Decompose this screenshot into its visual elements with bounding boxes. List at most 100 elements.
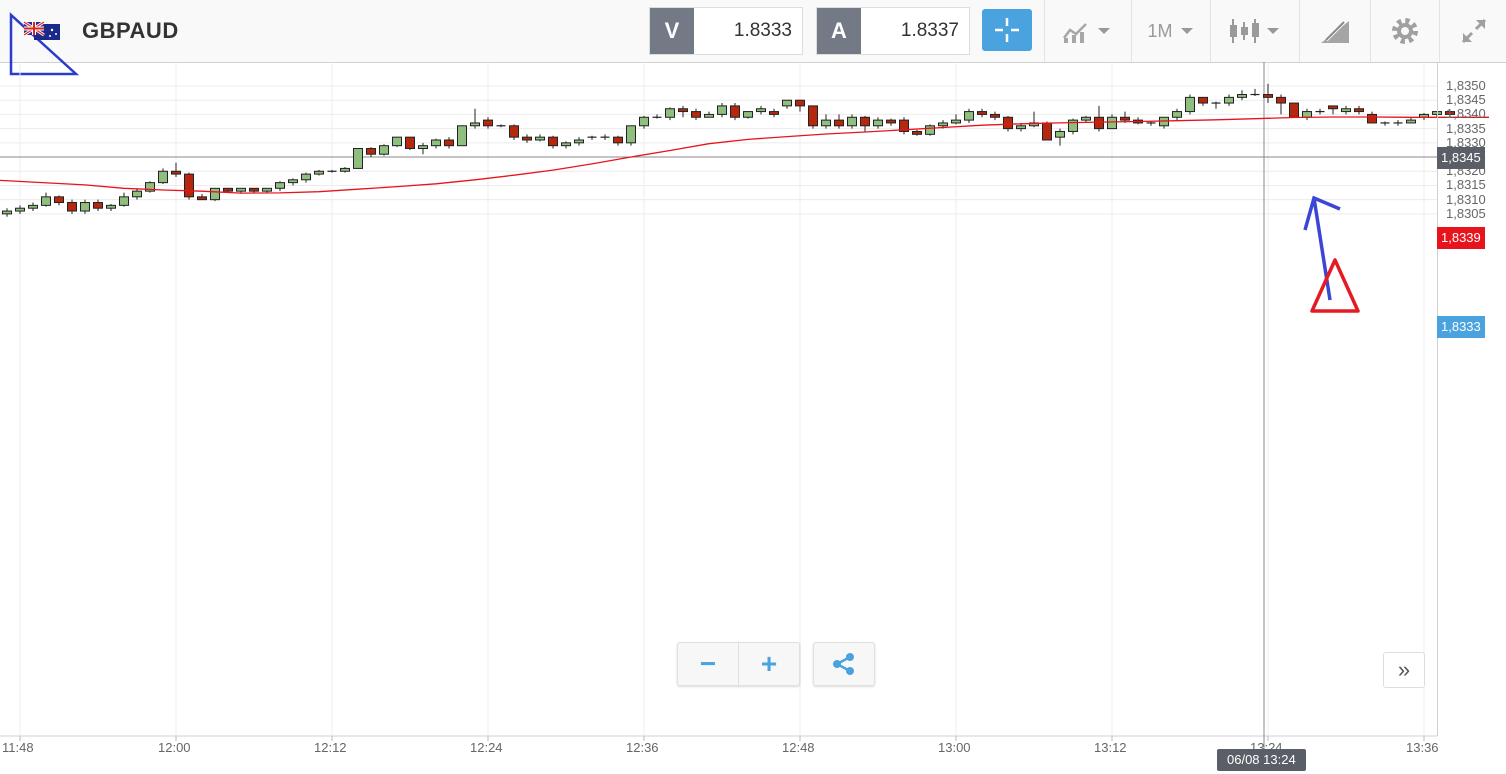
annotation-arrow: [1303, 195, 1341, 301]
crosshair-button[interactable]: [982, 9, 1032, 51]
candle-bear: [54, 196, 64, 204]
candles: [2, 83, 1455, 217]
y-axis-label: 1,8330: [1446, 134, 1486, 150]
chart-type-button[interactable]: [1044, 0, 1131, 62]
candle-bear: [834, 119, 844, 127]
buy-label: A: [817, 8, 861, 54]
chart-grid: [0, 62, 1437, 737]
candle-bull: [1172, 111, 1182, 118]
candle-bear: [1445, 111, 1455, 115]
candle-bull: [132, 190, 142, 198]
candle-bull: [756, 108, 766, 113]
candle-bull: [301, 173, 311, 181]
candle-bull: [262, 187, 272, 192]
candle-bull: [704, 113, 714, 118]
candle-bull: [639, 116, 649, 127]
y-axis-label: 1,8340: [1446, 106, 1486, 122]
candle-bear: [184, 173, 194, 198]
candle-bear: [912, 130, 922, 135]
candle-bear: [93, 202, 103, 209]
candle-bull: [574, 139, 584, 144]
candle-bull: [392, 136, 402, 147]
candle-bull: [938, 122, 948, 127]
candle-bull: [314, 170, 324, 175]
x-axis-label: 13:00: [938, 740, 971, 755]
candle-bull: [106, 204, 116, 209]
annotation-warning-triangle: [1310, 258, 1360, 313]
candle-bear: [67, 202, 77, 212]
candle-bull: [1055, 130, 1065, 138]
chart-type-icon: [1063, 23, 1110, 43]
candle-bull: [1107, 116, 1117, 130]
timeframe-dropdown[interactable]: 1M: [1131, 0, 1210, 62]
candle-bear: [509, 125, 519, 138]
candle-bull: [457, 125, 467, 147]
candle-bull: [275, 182, 285, 189]
candle-bull: [821, 119, 831, 127]
crosshair-price-tag: 1,8345: [1437, 147, 1485, 169]
candle-bear: [1354, 108, 1364, 113]
candle-bear: [795, 99, 805, 107]
candle-bull: [418, 145, 428, 150]
candle-bull: [210, 187, 220, 201]
candle-bear: [197, 196, 207, 201]
candle-bear: [1289, 102, 1299, 118]
candle-bear: [223, 187, 233, 192]
candle-bull: [561, 142, 571, 147]
candle-bear: [678, 108, 688, 113]
candle-style-button[interactable]: [1210, 0, 1299, 62]
scroll-to-latest-button[interactable]: »: [1383, 652, 1425, 688]
price-chart[interactable]: [0, 62, 1506, 774]
x-axis-label: 12:00: [158, 740, 191, 755]
x-axis-label: 12:48: [782, 740, 815, 755]
candle-bear: [1263, 94, 1273, 98]
candle-bear: [1120, 116, 1130, 121]
zoom-out-button[interactable]: −: [678, 643, 739, 685]
buy-price-button[interactable]: A 1.8337: [816, 7, 970, 55]
candle-bull: [15, 207, 25, 212]
fullscreen-button[interactable]: [1439, 0, 1506, 62]
candlestick-icon: [1230, 19, 1279, 43]
candle-bear: [444, 139, 454, 147]
sell-price-button[interactable]: V 1.8333: [649, 7, 803, 55]
candle-bear: [1276, 96, 1286, 104]
zoom-controls: − +: [677, 642, 800, 686]
y-axis-label: 1,8345: [1446, 92, 1486, 108]
timeframe-label: 1M: [1147, 20, 1173, 41]
candle-bull: [743, 111, 753, 118]
candle-bear: [483, 119, 493, 127]
moving-average-line: [0, 116, 1489, 194]
candle-bull: [236, 187, 246, 192]
candle-bear: [691, 111, 701, 118]
candle-bull: [119, 196, 129, 206]
y-axis-label: 1,8350: [1446, 78, 1486, 93]
x-axis-label: 13:36: [1406, 740, 1439, 755]
candle-bear: [613, 136, 623, 144]
candle-bull: [1068, 119, 1078, 132]
x-axis-label: 12:36: [626, 740, 659, 755]
y-axis-label: 1,8315: [1446, 177, 1486, 193]
candle-bull: [353, 148, 363, 169]
candle-bear: [1094, 116, 1104, 130]
drawing-tools-icon: [1321, 20, 1349, 43]
candle-bear: [1003, 116, 1013, 130]
logo-triangle: [9, 12, 80, 76]
x-axis-ticks: [19, 736, 1425, 741]
candle-bull: [1237, 94, 1247, 98]
share-button[interactable]: [813, 642, 875, 686]
buy-price: 1.8337: [900, 20, 959, 41]
settings-button[interactable]: [1370, 0, 1439, 62]
candle-bull: [1016, 125, 1026, 130]
zoom-in-button[interactable]: +: [760, 648, 778, 679]
candle-bear: [171, 170, 181, 175]
candle-bear: [522, 136, 532, 141]
x-axis-label: 11:48: [2, 740, 34, 755]
x-axis-label: 12:12: [314, 740, 347, 755]
candle-bear: [1198, 96, 1208, 104]
candle-bull: [2, 210, 12, 215]
candle-bear: [366, 148, 376, 155]
candle-bull: [379, 145, 389, 155]
candle-bear: [548, 136, 558, 147]
drawing-tools-button[interactable]: [1299, 0, 1370, 62]
toolbar: GBPAUD V 1.8333 A 1.8337 1M: [0, 0, 1506, 76]
